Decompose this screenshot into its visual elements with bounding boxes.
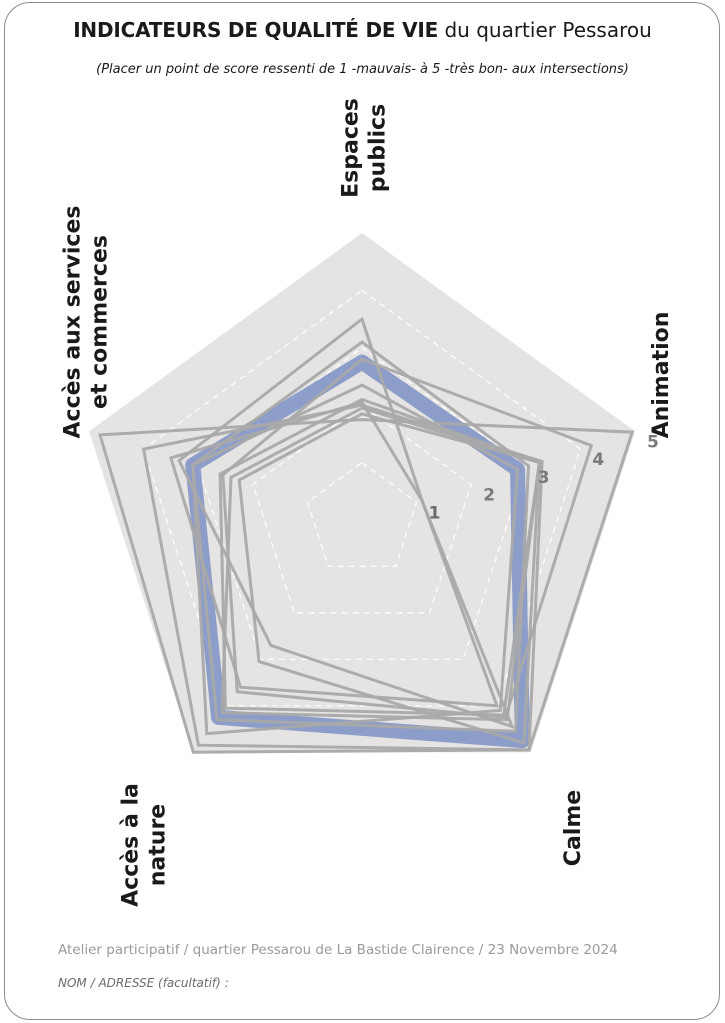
scale-label-2: 2 <box>483 486 495 506</box>
axis-label-line: Accès aux services <box>61 206 86 439</box>
axis-label-1: Espaces publics <box>339 98 391 198</box>
scale-label-4: 4 <box>592 450 604 470</box>
name-address-field[interactable]: NOM / ADRESSE (facultatif) : <box>58 976 229 990</box>
response-series-10 <box>220 406 542 722</box>
axis-label-3: Calme <box>561 790 586 866</box>
response-series-4 <box>221 357 594 720</box>
axis-label-2: Animation <box>649 312 674 439</box>
grid-ring-2 <box>252 404 472 614</box>
response-series-3 <box>191 383 520 736</box>
axis-label-5: Accès aux services et commerces <box>61 206 113 439</box>
title-bold: INDICATEURS DE QUALITÉ DE VIE <box>73 18 439 42</box>
axis-label-line: nature <box>146 804 171 886</box>
response-series-5 <box>98 418 635 754</box>
scale-label-5: 5 <box>647 432 659 452</box>
grid-ring-4 <box>142 289 582 707</box>
response-series-7 <box>177 316 515 730</box>
subtitle: (Placer un point de score ressenti de 1 … <box>96 62 629 77</box>
axis-label-line: Animation <box>649 312 674 439</box>
axis-label-line: publics <box>366 104 391 192</box>
scale-label-3: 3 <box>538 468 550 488</box>
average-band <box>185 354 530 749</box>
axis-label-line: Espaces <box>339 98 364 198</box>
title-rest: du quartier Pessarou <box>438 18 652 42</box>
axis-label-line: et commerces <box>88 235 113 409</box>
grid-ring-1 <box>306 461 418 568</box>
scale-label-1: 1 <box>429 503 441 523</box>
axis-label-line: Accès à la <box>119 783 144 907</box>
axis-label-line: Calme <box>561 790 586 866</box>
response-series-9 <box>191 340 531 733</box>
workshop-info: Atelier participatif / quartier Pessarou… <box>58 942 618 958</box>
page-title: INDICATEURS DE QUALITÉ DE VIE du quartie… <box>0 18 725 42</box>
axis-label-4: Accès à la nature <box>119 783 171 907</box>
